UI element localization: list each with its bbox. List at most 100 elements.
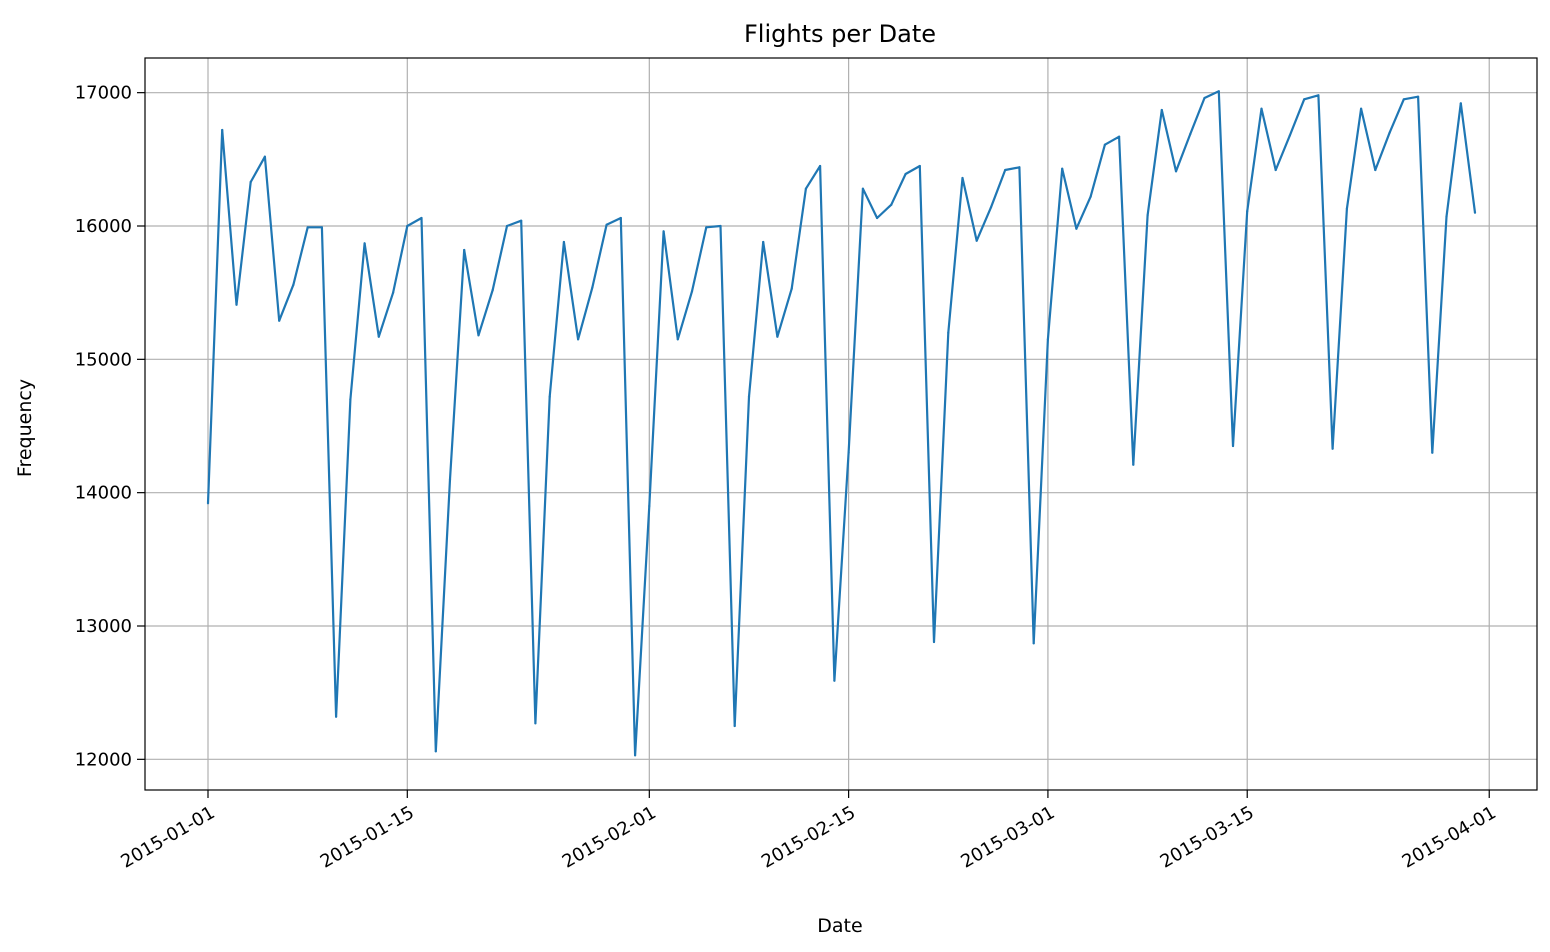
y-axis-label: Frequency — [14, 379, 36, 477]
data-point — [235, 303, 238, 306]
data-point — [1160, 108, 1163, 112]
data-point — [292, 283, 295, 286]
data-point — [420, 216, 423, 220]
data-point — [591, 286, 594, 289]
data-point — [1018, 166, 1021, 169]
data-point — [747, 395, 751, 398]
data-point — [477, 334, 480, 337]
data-point — [790, 287, 793, 290]
data-point — [335, 715, 338, 718]
data-point — [1260, 107, 1263, 110]
data-point — [890, 203, 893, 206]
data-point — [1217, 90, 1220, 93]
x-tick-label: 2015-01-15 — [317, 802, 418, 872]
data-point — [1174, 170, 1178, 173]
data-point — [705, 226, 708, 229]
data-point — [448, 478, 452, 481]
data-point — [819, 164, 822, 168]
data-point — [1473, 211, 1477, 214]
data-point — [1431, 451, 1434, 454]
data-point — [1360, 107, 1363, 110]
y-tick-label: 15000 — [75, 349, 132, 370]
y-tick-label: 13000 — [75, 616, 132, 637]
data-point — [577, 338, 580, 341]
data-point — [1331, 447, 1334, 450]
plot-area-frame — [144, 57, 1538, 791]
data-point — [762, 240, 765, 244]
data-point — [634, 754, 637, 757]
series-layer — [206, 90, 1477, 757]
data-point — [491, 288, 494, 292]
data-point — [1274, 168, 1277, 172]
x-tick-label: 2015-02-01 — [559, 802, 660, 872]
data-point — [562, 240, 566, 244]
y-tick-label: 17000 — [75, 83, 132, 104]
x-tick-label: 2015-01-01 — [117, 802, 218, 872]
data-point — [221, 128, 224, 132]
data-point — [520, 219, 523, 222]
data-point — [648, 504, 651, 508]
series-points — [206, 90, 1477, 757]
y-tick-label: 14000 — [75, 483, 132, 504]
data-point — [278, 319, 281, 322]
data-point — [861, 187, 865, 190]
data-point — [1417, 95, 1420, 98]
data-point — [1103, 143, 1106, 146]
data-point — [1246, 210, 1249, 213]
data-point — [833, 679, 836, 682]
data-point — [377, 335, 380, 338]
data-point — [1203, 96, 1206, 100]
data-point — [548, 395, 551, 398]
data-point — [534, 722, 537, 725]
data-point — [947, 331, 950, 334]
data-point — [206, 502, 210, 505]
y-tick-label: 12000 — [75, 749, 132, 770]
data-point — [320, 226, 323, 229]
data-point — [1345, 207, 1348, 210]
data-point — [1118, 135, 1121, 138]
data-point — [847, 451, 850, 454]
data-point — [434, 750, 437, 753]
data-point — [918, 164, 921, 168]
data-point — [1445, 215, 1448, 218]
x-tick-label: 2015-03-15 — [1157, 802, 1258, 872]
data-point — [406, 224, 409, 228]
data-point — [392, 291, 395, 294]
data-point — [1061, 167, 1064, 170]
data-point — [1459, 102, 1462, 105]
data-point — [1146, 214, 1149, 217]
data-point — [876, 216, 879, 220]
data-point — [1317, 94, 1320, 97]
data-point — [605, 223, 608, 226]
data-point — [904, 172, 907, 176]
data-point — [961, 176, 964, 180]
chart-title: Flights per Date — [744, 20, 936, 48]
axis-ticks: 2015-01-01 2015-01-15 2015-02-01 2015-02-15… — [75, 83, 1500, 873]
data-point — [1032, 642, 1035, 645]
data-point — [1303, 98, 1306, 101]
series-line — [206, 90, 1477, 757]
x-axis-label: Date — [817, 915, 862, 937]
y-tick-label: 16000 — [75, 216, 132, 237]
x-tick-label: 2015-03-01 — [957, 802, 1058, 872]
data-point — [505, 224, 509, 228]
grid-lines — [145, 58, 1537, 790]
data-point — [1388, 131, 1391, 134]
data-point — [1075, 227, 1078, 230]
data-point — [932, 640, 936, 644]
data-point — [804, 187, 808, 190]
data-point — [619, 216, 622, 220]
data-point — [690, 290, 694, 293]
data-point — [776, 335, 779, 338]
data-point — [363, 242, 366, 245]
x-tick-label: 2015-04-01 — [1399, 802, 1500, 872]
data-point — [1132, 463, 1135, 466]
data-point — [463, 248, 466, 252]
data-point — [249, 180, 252, 184]
data-point — [1046, 338, 1049, 341]
data-point — [719, 224, 722, 228]
data-point — [1004, 168, 1007, 172]
data-point — [349, 398, 352, 401]
data-point — [975, 239, 978, 242]
